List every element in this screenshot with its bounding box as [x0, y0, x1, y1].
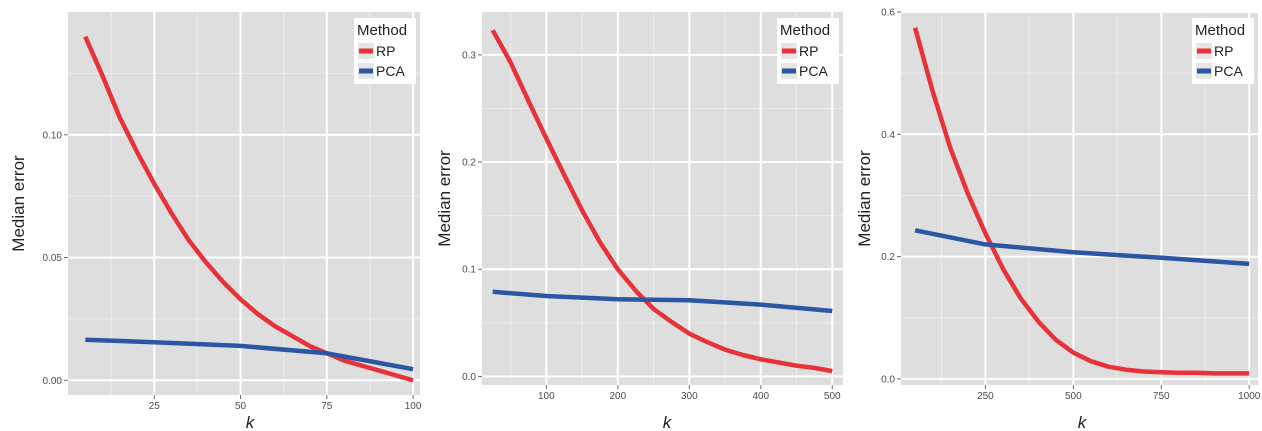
chart-panel-2: 100 200 300 400 500 0.0 0.1 0.2 0.3 k Median error… [435, 12, 843, 431]
series-line-pca [914, 228, 1250, 267]
x-tick-label: 50 [235, 401, 247, 412]
y-tick-label: 0.2 [462, 158, 476, 169]
y-tick-label: 0.00 [43, 376, 63, 387]
y-tick-label: 0.0 [881, 374, 895, 385]
legend-label-pca: PCA [799, 63, 828, 79]
series-line-pca [492, 289, 833, 314]
y-axis-title: Median error [435, 150, 454, 247]
y-tick-label: 0.4 [881, 130, 895, 141]
x-tick-label: 100 [538, 391, 555, 402]
x-tick-label: 400 [752, 391, 769, 402]
x-axis-title: k [246, 413, 256, 431]
chart-panel-1: 25 50 75 100 0.00 0.05 0.10 k Median error Method… [9, 12, 422, 431]
x-tick-label: 500 [824, 391, 841, 402]
legend-title: Method [1195, 22, 1245, 39]
legend-label-rp: RP [799, 43, 818, 59]
x-tick-label: 25 [149, 401, 161, 412]
series-line-rp [490, 29, 833, 374]
y-tick-label: 0.6 [881, 8, 895, 19]
legend: Method RP PCA [354, 18, 416, 84]
x-tick-label: 100 [405, 401, 422, 412]
x-axis-title: k [1078, 413, 1088, 431]
series-line-pca [85, 337, 414, 372]
x-axis-title: k [663, 413, 673, 431]
legend-label-rp: RP [376, 43, 395, 59]
series-line-rp [83, 35, 414, 383]
series-line-rp [912, 27, 1250, 376]
chart-panel-3: 250 500 750 1000 0.0 0.2 0.4 0.6 k Median error Me… [855, 8, 1261, 431]
legend-title: Method [357, 22, 407, 39]
y-tick-label: 0.2 [881, 252, 895, 263]
y-tick-label: 0.0 [462, 372, 476, 383]
y-axis-title: Median error [855, 150, 874, 247]
y-axis-title: Median error [9, 155, 28, 252]
x-tick-label: 250 [977, 391, 994, 402]
x-tick-label: 500 [1065, 391, 1082, 402]
y-tick-label: 0.3 [462, 50, 476, 61]
legend-label-pca: PCA [376, 63, 405, 79]
y-tick-label: 0.1 [462, 265, 476, 276]
legend-label-pca: PCA [1214, 63, 1243, 79]
x-tick-label: 1000 [1238, 391, 1261, 402]
y-tick-label: 0.05 [43, 253, 63, 264]
x-tick-label: 75 [321, 401, 333, 412]
legend: Method RP PCA [1192, 18, 1254, 84]
legend-title: Method [780, 22, 830, 39]
x-tick-label: 750 [1153, 391, 1170, 402]
x-tick-label: 300 [681, 391, 698, 402]
legend-label-rp: RP [1214, 43, 1233, 59]
legend: Method RP PCA [777, 18, 839, 84]
x-tick-label: 200 [609, 391, 626, 402]
y-tick-label: 0.10 [43, 130, 63, 141]
